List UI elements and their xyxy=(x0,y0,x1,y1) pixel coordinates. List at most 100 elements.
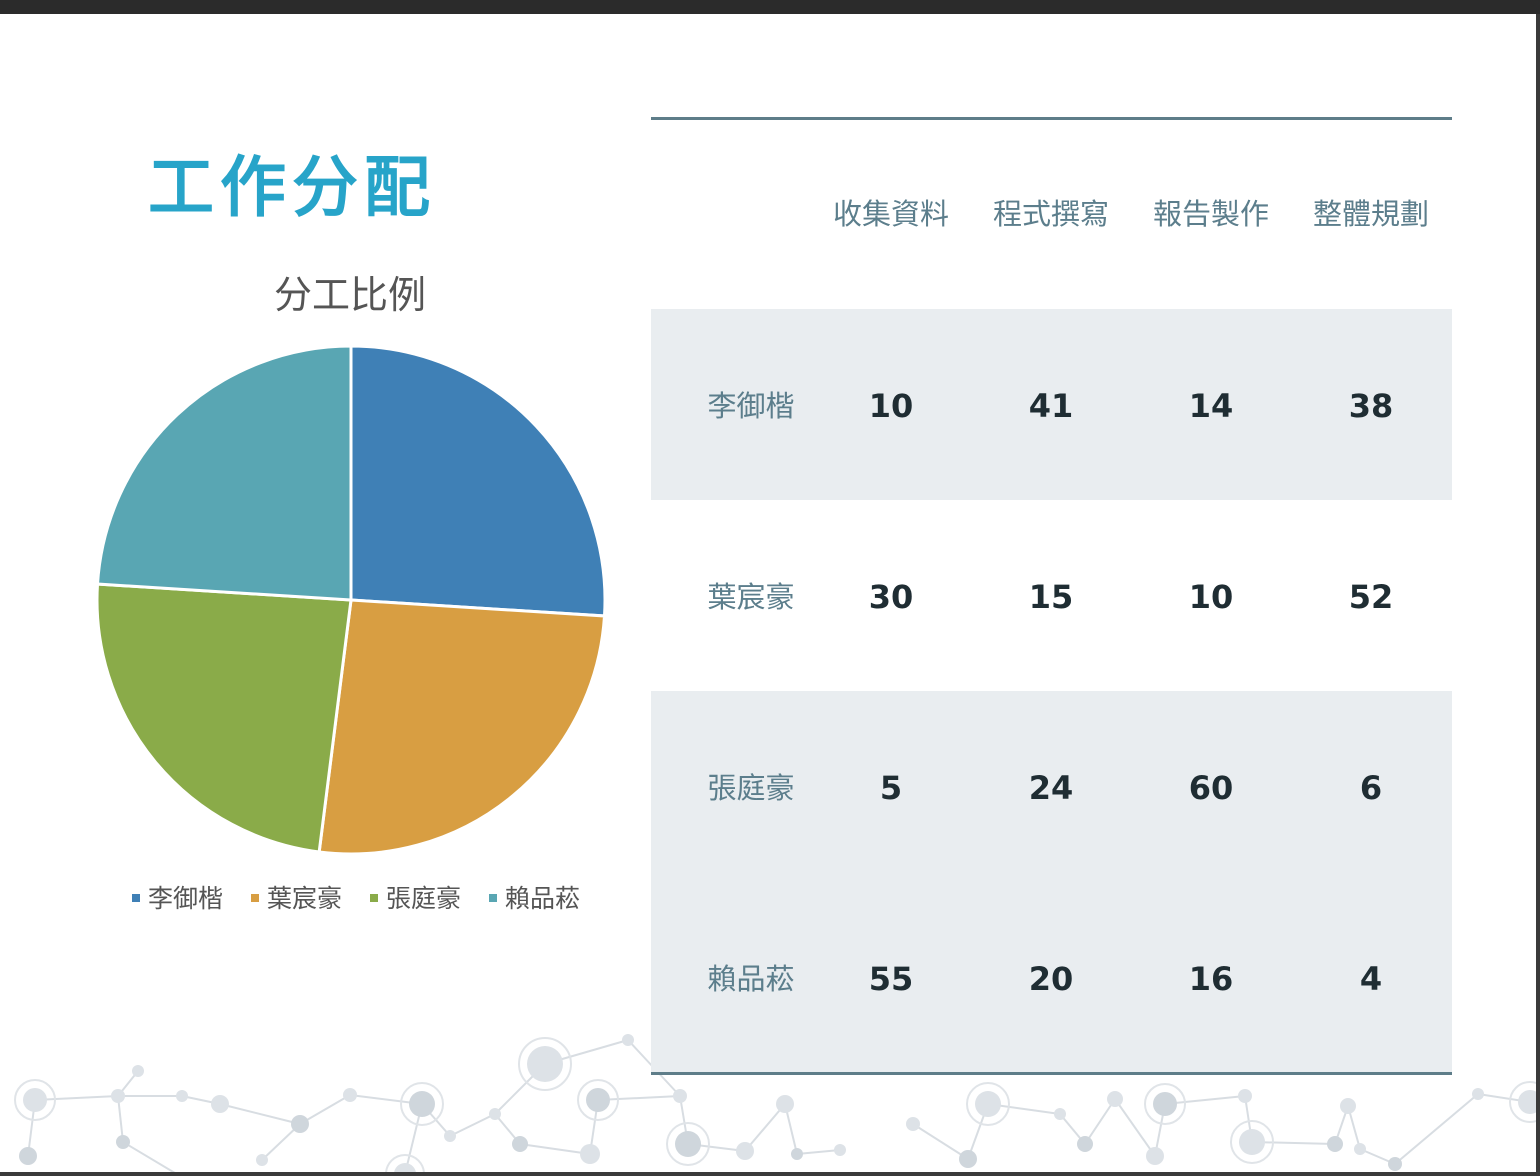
network-node xyxy=(906,1117,920,1131)
table-cell: 5 xyxy=(879,769,903,807)
network-node xyxy=(343,1088,357,1102)
column-header: 程式撰寫 xyxy=(992,197,1109,231)
network-node xyxy=(1239,1129,1265,1155)
network-node xyxy=(111,1089,125,1103)
network-node xyxy=(1354,1143,1366,1155)
network-link xyxy=(122,1141,176,1172)
pie-slice xyxy=(349,344,607,618)
legend-swatch xyxy=(251,894,259,902)
network-node-ring xyxy=(1230,1120,1274,1164)
column-header: 收集資料 xyxy=(832,197,949,231)
network-link xyxy=(597,1095,681,1101)
table-bottom-rule xyxy=(651,1072,1452,1075)
network-node xyxy=(527,1046,563,1082)
network-node xyxy=(23,1088,47,1112)
network-link xyxy=(449,1113,496,1137)
network-node xyxy=(1238,1089,1252,1103)
row-name: 李御楷 xyxy=(707,389,795,423)
table-cell: 30 xyxy=(868,578,914,616)
network-node-ring xyxy=(966,1082,1010,1126)
network-node xyxy=(1518,1090,1536,1114)
pie-slice xyxy=(95,344,353,602)
network-node xyxy=(394,1163,416,1172)
table-cell: 10 xyxy=(1188,578,1234,616)
network-link xyxy=(117,1095,124,1143)
network-node xyxy=(580,1144,600,1164)
network-link xyxy=(1394,1093,1479,1165)
legend-label: 李御楷 xyxy=(148,884,223,913)
network-node xyxy=(1054,1108,1066,1120)
legend-swatch xyxy=(370,894,378,902)
network-node xyxy=(586,1088,610,1112)
network-node xyxy=(1472,1088,1484,1100)
column-header: 整體規劃 xyxy=(1312,197,1429,231)
table-cell: 14 xyxy=(1188,387,1234,425)
network-node xyxy=(975,1091,1001,1117)
window-edge xyxy=(0,1172,1540,1176)
network-node xyxy=(409,1091,435,1117)
network-node xyxy=(116,1135,130,1149)
network-node xyxy=(675,1131,701,1157)
network-node-ring xyxy=(14,1079,56,1121)
network-link xyxy=(299,1094,351,1125)
network-node xyxy=(291,1115,309,1133)
legend-label: 葉宸豪 xyxy=(267,884,342,913)
column-header: 報告製作 xyxy=(1152,197,1269,231)
network-link xyxy=(1164,1095,1246,1105)
network-node xyxy=(1146,1147,1164,1165)
table-cell: 52 xyxy=(1348,578,1394,616)
network-node xyxy=(1327,1136,1343,1152)
legend-label: 賴品菘 xyxy=(505,884,580,913)
network-node xyxy=(489,1108,501,1120)
network-node xyxy=(834,1144,846,1156)
network-node xyxy=(211,1095,229,1113)
table-row-band xyxy=(651,309,1452,500)
network-node xyxy=(256,1154,268,1166)
table-cell: 38 xyxy=(1348,387,1394,425)
page-title: 工作分配 xyxy=(148,148,436,226)
legend-swatch xyxy=(489,894,497,902)
table-cell: 15 xyxy=(1028,578,1074,616)
network-link xyxy=(219,1103,301,1125)
table-cell: 24 xyxy=(1028,769,1074,807)
network-link xyxy=(1251,1141,1336,1145)
table-row-band xyxy=(651,691,1452,1072)
network-node-ring xyxy=(666,1122,710,1166)
network-link xyxy=(796,1149,841,1155)
network-node xyxy=(1340,1098,1356,1114)
legend-swatch xyxy=(132,894,140,902)
network-node xyxy=(673,1089,687,1103)
network-node-ring xyxy=(577,1079,619,1121)
row-name: 葉宸豪 xyxy=(707,580,795,614)
network-node xyxy=(1153,1092,1177,1116)
table-cell: 6 xyxy=(1359,769,1383,807)
network-node xyxy=(1107,1091,1123,1107)
table-cell: 20 xyxy=(1028,960,1074,998)
network-link xyxy=(34,1095,119,1101)
table-cell: 4 xyxy=(1359,960,1383,998)
table-cell: 60 xyxy=(1188,769,1234,807)
network-node xyxy=(176,1090,188,1102)
network-link xyxy=(519,1143,591,1155)
network-node xyxy=(512,1136,528,1152)
network-link xyxy=(744,1103,786,1152)
table-top-rule xyxy=(651,117,1452,120)
network-background-decoration xyxy=(14,1034,1536,1172)
network-link xyxy=(912,1123,969,1160)
network-link xyxy=(1114,1098,1156,1157)
network-node xyxy=(444,1130,456,1142)
chart-title: 分工比例 xyxy=(274,273,426,317)
network-node xyxy=(736,1142,754,1160)
network-node-ring xyxy=(400,1082,444,1126)
network-node xyxy=(19,1147,37,1165)
network-node xyxy=(132,1065,144,1077)
network-node xyxy=(776,1095,794,1113)
table-cell: 16 xyxy=(1188,960,1234,998)
network-node-ring xyxy=(1509,1081,1536,1123)
network-node-ring xyxy=(1144,1083,1186,1125)
slide: 工作分配 分工比例 李御楷 葉宸豪 張庭豪 賴品菘 收集資料 程式撰寫 報告製作 整體規… xyxy=(0,14,1536,1172)
network-node xyxy=(1388,1157,1402,1171)
row-name: 賴品菘 xyxy=(707,962,795,996)
network-node xyxy=(959,1150,977,1168)
